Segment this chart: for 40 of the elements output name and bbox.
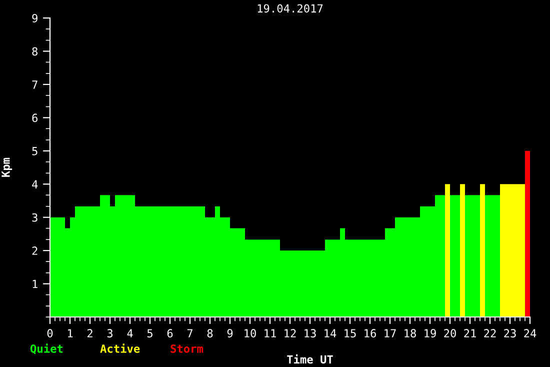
x-axis-title: Time UT xyxy=(287,354,333,364)
x-tick-label: 13 xyxy=(304,329,316,338)
x-tick-label: 17 xyxy=(384,329,396,338)
y-tick-label: 9 xyxy=(32,14,38,22)
x-tick-label: 20 xyxy=(444,329,456,338)
x-tick-label: 22 xyxy=(484,329,496,338)
chart-title: 19.04.2017 xyxy=(258,4,323,13)
y-tick-label: 6 xyxy=(32,114,38,122)
text: Storm xyxy=(170,344,204,353)
x-tick-label: 4 xyxy=(127,329,133,338)
x-tick-label: 2 xyxy=(87,329,92,338)
x-tick-label: 1 xyxy=(68,329,73,338)
x-tick-label: 9 xyxy=(227,329,233,338)
x-tick-label: 23 xyxy=(504,329,516,338)
x-tick-label: 5 xyxy=(147,329,152,338)
text: Quiet xyxy=(30,344,63,354)
x-tick-label: 16 xyxy=(364,329,376,338)
text: Active xyxy=(100,344,140,353)
x-tick-label: 15 xyxy=(344,329,356,338)
x-tick-label: 19 xyxy=(424,329,436,338)
y-tick-label: 7 xyxy=(32,80,38,89)
y-tick-label: 3 xyxy=(32,213,38,222)
x-tick-label: 24 xyxy=(524,329,536,338)
y-tick-label: 1 xyxy=(32,280,38,288)
x-tick-label: 21 xyxy=(464,329,476,338)
x-tick-label: 8 xyxy=(207,329,213,338)
x-tick-label: 0 xyxy=(47,329,53,338)
x-tick-label: 12 xyxy=(284,329,296,338)
y-tick-label: 4 xyxy=(32,180,38,188)
x-tick-label: 3 xyxy=(107,329,113,338)
x-tick-label: 10 xyxy=(244,329,256,338)
y-tick-label: 8 xyxy=(32,47,38,56)
x-tick-label: 11 xyxy=(264,329,276,338)
x-tick-label: 18 xyxy=(404,329,416,338)
y-tick-label: 5 xyxy=(32,147,38,156)
x-tick-label: 7 xyxy=(187,329,193,338)
y-tick-label: 2 xyxy=(32,246,38,255)
y-axis-title: Kpm xyxy=(2,158,12,177)
x-tick-label: 14 xyxy=(324,329,336,338)
x-tick-label: 6 xyxy=(167,329,173,338)
